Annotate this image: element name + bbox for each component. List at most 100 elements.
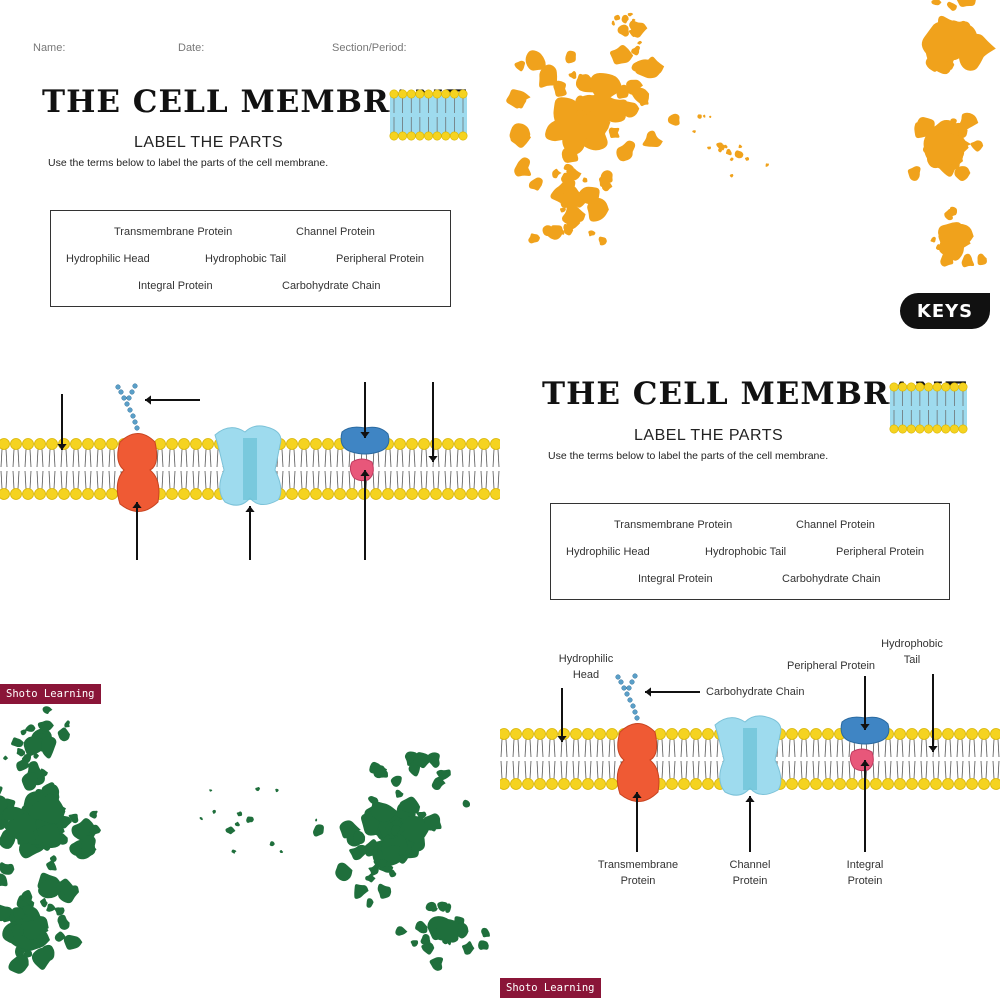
hydrophobic-tail	[461, 449, 464, 468]
orange-splatter	[734, 150, 744, 159]
hydrophilic-head	[0, 438, 10, 450]
hydrophilic-head	[666, 728, 678, 740]
hydrophilic-head	[286, 488, 298, 500]
orange-splatter	[563, 223, 573, 232]
icon-head	[415, 131, 425, 141]
term-hydrophilic-head: Hydrophilic Head	[66, 253, 150, 265]
hydrophobic-tail	[209, 470, 212, 489]
icon-head	[441, 89, 451, 99]
hydrophobic-tail	[829, 760, 832, 779]
hydrophobic-tail	[53, 470, 56, 489]
carbohydrate-bead	[124, 401, 130, 407]
green-splatter	[426, 752, 440, 768]
orange-splatter	[729, 174, 734, 178]
hydrophobic-tail	[560, 739, 563, 758]
hydrophobic-tail	[524, 760, 527, 779]
hydrophobic-tail	[932, 760, 935, 779]
hydrophobic-tail	[956, 739, 959, 758]
hydrophilic-head	[500, 778, 510, 790]
hydrophobic-tail	[584, 739, 587, 758]
arrow-head	[57, 444, 67, 450]
orange-splatter	[959, 112, 979, 132]
hydrophobic-tail	[377, 470, 380, 489]
hydrophobic-tail	[805, 760, 808, 779]
carbohydrate-bead	[632, 673, 638, 679]
green-splatter	[423, 813, 442, 831]
orange-paint-splash	[506, 0, 996, 268]
orange-splatter	[506, 89, 531, 109]
hydrophilic-head	[202, 438, 214, 450]
hydrophobic-tail	[372, 470, 375, 489]
hydrophobic-tail	[901, 739, 904, 758]
green-splatter	[23, 736, 45, 757]
hydrophobic-tail	[468, 470, 471, 489]
label-hydrophilic-head: Hydrophilic Head	[558, 653, 614, 681]
icon-head	[458, 131, 468, 141]
orange-splatter	[970, 140, 984, 152]
hydrophobic-tail	[716, 739, 719, 758]
orange-splatter	[738, 144, 743, 149]
hydrophobic-tail	[985, 760, 988, 779]
section-field-label: Section/Period:	[332, 42, 407, 54]
hydrophobic-tail	[281, 470, 284, 489]
hydrophilic-head	[798, 778, 810, 790]
orange-splatter	[931, 0, 942, 6]
hydrophobic-tail	[468, 449, 471, 468]
green-splatter	[437, 901, 449, 912]
orange-splatter	[621, 14, 629, 24]
hydrophilic-head	[978, 778, 990, 790]
hydrophobic-tail	[317, 470, 320, 489]
orange-splatter	[567, 124, 585, 144]
hydrophobic-tail	[973, 739, 976, 758]
icon-head	[432, 131, 442, 141]
hydrophobic-tail	[17, 449, 20, 468]
orange-splatter	[954, 166, 971, 182]
orange-splatter	[946, 1, 957, 11]
page-subtitle: LABEL THE PARTS	[134, 134, 284, 151]
hydrophobic-tail	[36, 449, 39, 468]
hydrophobic-tail	[168, 470, 171, 489]
hydrophobic-tail	[77, 449, 80, 468]
orange-splatter	[565, 50, 576, 64]
hydrophilic-head	[690, 728, 702, 740]
label-carbohydrate-chain: Carbohydrate Chain	[706, 686, 805, 698]
hydrophilic-head	[582, 728, 594, 740]
green-splatter	[365, 873, 376, 883]
orange-splatter	[945, 60, 955, 70]
hydrophobic-tail	[997, 739, 1000, 758]
hydrophilic-head	[810, 778, 822, 790]
hydrophilic-head	[10, 438, 22, 450]
hydrophilic-head	[94, 488, 106, 500]
hydrophobic-tail	[336, 449, 339, 468]
hydrophilic-head	[678, 728, 690, 740]
hydrophobic-tail	[920, 739, 923, 758]
hydrophobic-tail	[949, 739, 952, 758]
hydrophilic-head	[822, 778, 834, 790]
hydrophilic-head	[490, 488, 500, 500]
hydrophobic-tail	[577, 760, 580, 779]
hydrophobic-tail	[841, 739, 844, 758]
hydrophilic-head	[954, 778, 966, 790]
hydrophobic-tail	[529, 739, 532, 758]
carbohydrate-bead	[132, 419, 138, 425]
orange-splatter	[575, 95, 595, 112]
hydrophobic-tail	[553, 739, 556, 758]
hydrophobic-tail	[216, 449, 219, 468]
icon-head	[415, 89, 425, 99]
integral-protein	[349, 458, 374, 482]
hydrophobic-tail	[548, 739, 551, 758]
orange-splatter	[692, 130, 696, 134]
hydrophobic-tail	[12, 449, 15, 468]
hydrophobic-tail	[961, 739, 964, 758]
hydrophobic-tail	[288, 449, 291, 468]
orange-splatter	[599, 174, 611, 187]
hydrophobic-tail	[173, 470, 176, 489]
key-subtitle: LABEL THE PARTS	[634, 427, 784, 444]
orange-splatter	[907, 166, 921, 181]
hydrophobic-tail	[889, 739, 892, 758]
hydrophobic-tail	[680, 739, 683, 758]
hydrophobic-tail	[204, 470, 207, 489]
green-splatter	[8, 954, 29, 974]
hydrophobic-tail	[512, 739, 515, 758]
hydrophobic-tail	[101, 470, 104, 489]
